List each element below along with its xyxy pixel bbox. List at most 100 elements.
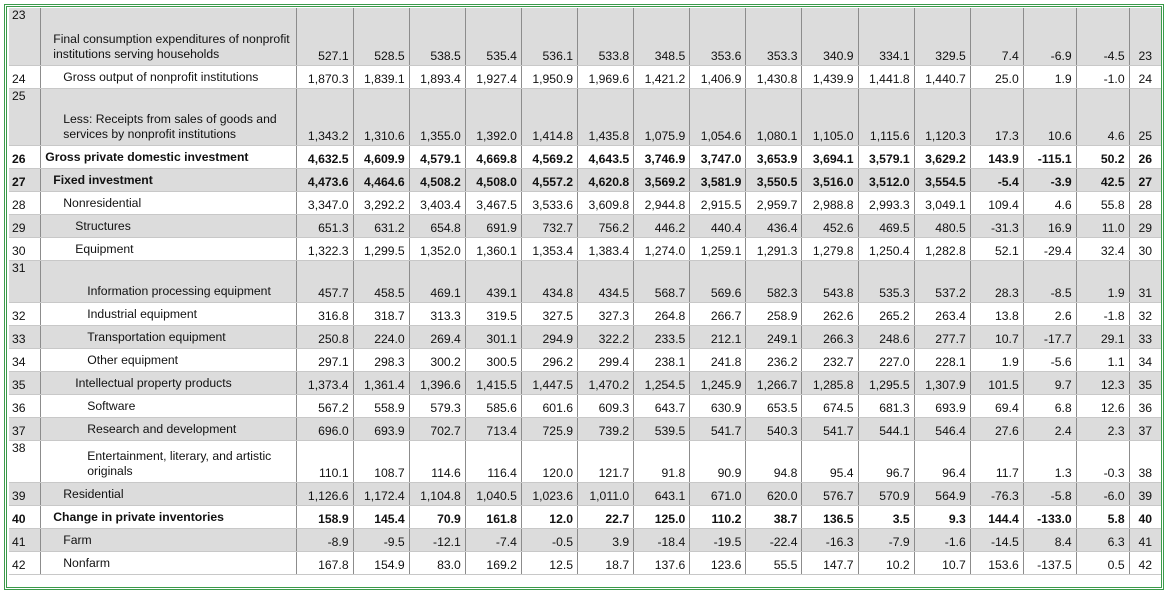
value-cell: 480.5 bbox=[914, 214, 971, 238]
value-cell: 154.9 bbox=[353, 551, 410, 575]
value-cell: -22.4 bbox=[745, 528, 803, 552]
value-cell: -16.3 bbox=[801, 528, 859, 552]
value-cell: 1,282.8 bbox=[914, 237, 971, 261]
value-cell: 5.8 bbox=[1076, 505, 1130, 529]
value-cell: 3,581.9 bbox=[689, 168, 747, 192]
row-label: Research and development bbox=[40, 417, 298, 441]
line-number-right: 36 bbox=[1129, 394, 1161, 418]
value-cell: 1,115.6 bbox=[858, 88, 915, 146]
line-number-right: 25 bbox=[1129, 88, 1161, 146]
line-number-right: 33 bbox=[1129, 325, 1161, 349]
value-cell: 1,893.4 bbox=[409, 65, 466, 89]
value-cell: 123.6 bbox=[689, 551, 747, 575]
value-cell: 340.9 bbox=[801, 8, 859, 66]
table-row: 40 Change in private inventories 158.9 145.… bbox=[9, 505, 1161, 529]
value-cell: 1,969.6 bbox=[577, 65, 635, 89]
value-cell: 334.1 bbox=[858, 8, 915, 66]
line-number: 39 bbox=[9, 482, 42, 506]
line-number: 24 bbox=[9, 65, 42, 89]
value-cell: 631.2 bbox=[353, 214, 410, 238]
line-number: 33 bbox=[9, 325, 42, 349]
line-number-right: 30 bbox=[1129, 237, 1161, 261]
value-cell: -3.9 bbox=[1023, 168, 1077, 192]
value-cell: 212.1 bbox=[689, 325, 747, 349]
value-cell: 671.0 bbox=[689, 482, 747, 506]
table-row: 29 Structures 651.3 631.2 654.8 691.9 732.7 756… bbox=[9, 214, 1161, 238]
value-cell: 3,694.1 bbox=[801, 145, 859, 169]
value-cell: 568.7 bbox=[633, 260, 691, 303]
line-number-right: 40 bbox=[1129, 505, 1161, 529]
value-cell: 436.4 bbox=[745, 214, 803, 238]
value-cell: 137.6 bbox=[633, 551, 691, 575]
value-cell: 1.9 bbox=[970, 348, 1024, 372]
value-cell: 4,632.5 bbox=[296, 145, 354, 169]
value-cell: 1,352.0 bbox=[409, 237, 466, 261]
value-cell: 29.1 bbox=[1076, 325, 1130, 349]
value-cell: 1,440.7 bbox=[914, 65, 971, 89]
value-cell: 262.6 bbox=[801, 302, 859, 326]
value-cell: 1,126.6 bbox=[296, 482, 354, 506]
value-cell: 569.6 bbox=[689, 260, 747, 303]
value-cell: 277.7 bbox=[914, 325, 971, 349]
value-cell: 1,172.4 bbox=[353, 482, 410, 506]
table-row: 26 Gross private domestic investment 4,632… bbox=[9, 145, 1161, 169]
value-cell: 457.7 bbox=[296, 260, 354, 303]
value-cell: 576.7 bbox=[801, 482, 859, 506]
value-cell: 91.8 bbox=[633, 440, 691, 483]
value-cell: -4.5 bbox=[1076, 8, 1130, 66]
table-row: 39 Residential 1,126.6 1,172.4 1,104.8 1,040.… bbox=[9, 482, 1161, 506]
table-row: 37 Research and development 696.0 693.9 702.… bbox=[9, 417, 1161, 441]
value-cell: 1,080.1 bbox=[745, 88, 803, 146]
value-cell: 1,439.9 bbox=[801, 65, 859, 89]
value-cell: 224.0 bbox=[353, 325, 410, 349]
value-cell: 2.3 bbox=[1076, 417, 1130, 441]
value-cell: 1,421.2 bbox=[633, 65, 691, 89]
value-cell: 32.4 bbox=[1076, 237, 1130, 261]
value-cell: -7.9 bbox=[858, 528, 915, 552]
value-cell: 543.8 bbox=[801, 260, 859, 303]
value-cell: 654.8 bbox=[409, 214, 466, 238]
value-cell: 4,579.1 bbox=[409, 145, 466, 169]
value-cell: 1,430.8 bbox=[745, 65, 803, 89]
value-cell: 297.1 bbox=[296, 348, 354, 372]
table-row: 42 Nonfarm 167.8 154.9 83.0 169.2 12.5 18.7 137.… bbox=[9, 551, 1161, 575]
value-cell: 1,295.5 bbox=[858, 371, 915, 395]
line-number-right: 23 bbox=[1129, 8, 1161, 66]
value-cell: 6.8 bbox=[1023, 394, 1077, 418]
value-cell: 1,266.7 bbox=[745, 371, 803, 395]
value-cell: 434.5 bbox=[577, 260, 635, 303]
value-cell: 4,669.8 bbox=[465, 145, 522, 169]
value-cell: 147.7 bbox=[801, 551, 859, 575]
value-cell: 248.6 bbox=[858, 325, 915, 349]
value-cell: 539.5 bbox=[633, 417, 691, 441]
value-cell: -5.6 bbox=[1023, 348, 1077, 372]
row-label: Nonfarm bbox=[40, 551, 298, 575]
value-cell: 558.9 bbox=[353, 394, 410, 418]
value-cell: 546.4 bbox=[914, 417, 971, 441]
line-number-right: 24 bbox=[1129, 65, 1161, 89]
value-cell: 1,291.3 bbox=[745, 237, 803, 261]
value-cell: 579.3 bbox=[409, 394, 466, 418]
row-label: Entertainment, literary, and artistic or… bbox=[40, 440, 298, 483]
value-cell: 10.7 bbox=[914, 551, 971, 575]
value-cell: 2,988.8 bbox=[801, 191, 859, 215]
line-number-right: 26 bbox=[1129, 145, 1161, 169]
value-cell: 0.5 bbox=[1076, 551, 1130, 575]
value-cell: 250.8 bbox=[296, 325, 354, 349]
value-cell: 4,643.5 bbox=[577, 145, 635, 169]
value-cell: 536.1 bbox=[521, 8, 579, 66]
value-cell: 3,554.5 bbox=[914, 168, 971, 192]
value-cell: 3,292.2 bbox=[353, 191, 410, 215]
row-label: Intellectual property products bbox=[40, 371, 298, 395]
row-label: Structures bbox=[40, 214, 298, 238]
value-cell: 1,360.1 bbox=[465, 237, 522, 261]
value-cell: 739.2 bbox=[577, 417, 635, 441]
value-cell: 541.7 bbox=[689, 417, 747, 441]
value-cell: 167.8 bbox=[296, 551, 354, 575]
value-cell: 3,746.9 bbox=[633, 145, 691, 169]
value-cell: 643.1 bbox=[633, 482, 691, 506]
line-number-right: 31 bbox=[1129, 260, 1161, 303]
value-cell: -5.8 bbox=[1023, 482, 1077, 506]
value-cell: 585.6 bbox=[465, 394, 522, 418]
value-cell: 1,307.9 bbox=[914, 371, 971, 395]
